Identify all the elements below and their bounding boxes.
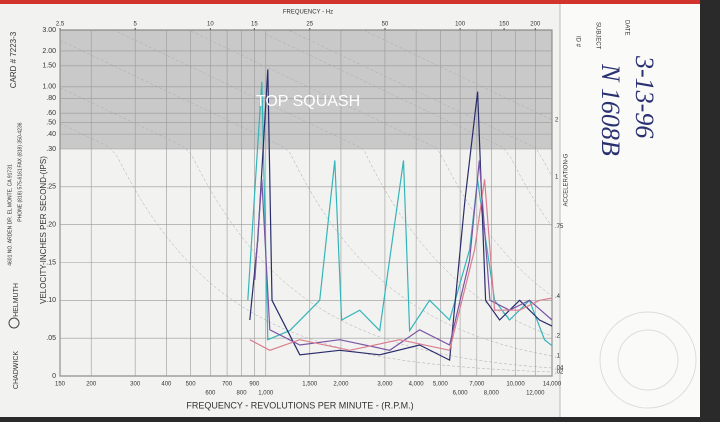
y-tick-label: .05: [46, 335, 56, 342]
y-axis-label: VELOCITY-INCHES PER SECOND-(IPS): [39, 156, 48, 304]
x-tick-label: 6,000: [453, 391, 469, 397]
x2-tick-label: 25: [306, 22, 313, 28]
y-tick-label: .60: [46, 110, 56, 117]
accel-line: [59, 87, 553, 369]
x-tick-label: 400: [161, 382, 172, 388]
date-value: 3-13-96: [630, 55, 659, 138]
y-tick-label: .10: [46, 297, 56, 304]
x-tick-label: 8,000: [484, 391, 500, 397]
accel-line: [59, 40, 553, 357]
fax: FAX (818) 350-4236: [17, 122, 23, 167]
x-tick-label: 7,000: [469, 382, 485, 388]
company-name: CHADWICK: [13, 351, 20, 389]
x-tick-label: 1,000: [258, 391, 274, 397]
x-tick-label: 14,000: [543, 382, 562, 388]
x2-tick-label: 5: [134, 22, 138, 28]
y-tick-label: .40: [46, 131, 56, 138]
y-tick-label: .15: [46, 259, 56, 266]
x2-tick-label: 10: [207, 22, 214, 28]
series-line: [247, 81, 553, 347]
y2-tick-label: .02: [555, 370, 564, 376]
date-label: DATE: [623, 20, 629, 36]
y2-axis-label: ACCELERATION-G: [564, 153, 570, 206]
card-number: CARD # 7223-3: [9, 31, 18, 88]
shaded-region: [60, 30, 552, 149]
x-tick-label: 500: [186, 382, 197, 388]
phone: PHONE (818) 575-6161: [17, 168, 23, 222]
subject-label: SUBJECT: [594, 22, 600, 50]
x-tick-label: 300: [130, 382, 141, 388]
x2-tick-label: 150: [499, 22, 510, 28]
y-tick-label: .80: [46, 95, 56, 102]
accel-line: [289, 30, 553, 177]
x2-tick-label: 2.5: [56, 22, 65, 28]
x2-tick-label: 50: [382, 22, 389, 28]
y-tick-label: 2.00: [42, 48, 56, 55]
accel-line: [117, 31, 553, 337]
accel-line: [264, 33, 553, 227]
series-line: [249, 179, 553, 352]
x-tick-label: 4,000: [409, 382, 425, 388]
plot: 0.05.10.15.20.25.30.40.50.60.801.001.502…: [42, 22, 564, 397]
polar-plot: [617, 329, 679, 391]
y-tick-label: .50: [46, 119, 56, 126]
y2-tick-label: 1: [555, 174, 559, 180]
y-tick-label: .20: [46, 222, 56, 229]
x-tick-label: 5,000: [433, 382, 449, 388]
record-panel: [560, 4, 700, 417]
y-tick-label: 1.00: [42, 84, 56, 91]
y-tick-label: 0: [52, 373, 56, 380]
y2-tick-label: .1: [555, 354, 561, 360]
y2-tick-label: 2: [555, 117, 559, 123]
accel-line: [59, 123, 553, 373]
x2-tick-label: 100: [455, 22, 466, 28]
x-tick-label: 12,000: [526, 391, 545, 397]
x-axis-label: FREQUENCY - REVOLUTIONS PER MINUTE - (R.…: [186, 400, 413, 410]
address: 4601 NO. ARDEN DR. EL MONTE, CA 91731: [7, 164, 13, 266]
annotation: TOP SQUASH: [256, 93, 360, 110]
card-edge: [0, 0, 700, 4]
x-tick-label: 3,000: [377, 382, 393, 388]
y2-tick-label: .4: [555, 294, 561, 300]
y-tick-label: .30: [46, 146, 56, 153]
y2-tick-label: .2: [555, 334, 561, 340]
x-tick-label: 2,000: [333, 382, 349, 388]
id-label: ID #: [574, 36, 580, 48]
company-name: HELMUTH: [13, 283, 20, 317]
x-tick-label: 150: [55, 382, 66, 388]
logo: [8, 317, 20, 329]
x-tick-label: 600: [205, 391, 216, 397]
x-tick-label: 900: [249, 382, 260, 388]
x-tick-label: 700: [222, 382, 233, 388]
x-tick-label: 1,500: [302, 382, 318, 388]
y-tick-label: .25: [46, 184, 56, 191]
y-tick-label: 3.00: [42, 27, 56, 34]
y-tick-label: 1.50: [42, 63, 56, 70]
x-tick-label: 200: [86, 382, 97, 388]
x-tick-label: 800: [237, 391, 248, 397]
top-axis-label: FREQUENCY - Hz: [283, 10, 333, 16]
subject-value: N 1608B: [596, 63, 625, 156]
series-line: [254, 160, 553, 351]
x-tick-label: 10,000: [506, 382, 525, 388]
polar-plot: [599, 311, 697, 409]
y2-tick-label: .04: [555, 366, 564, 372]
x2-tick-label: 15: [251, 22, 258, 28]
y2-tick-label: .75: [555, 224, 564, 230]
accel-line: [191, 30, 553, 297]
x2-tick-label: 200: [530, 22, 541, 28]
